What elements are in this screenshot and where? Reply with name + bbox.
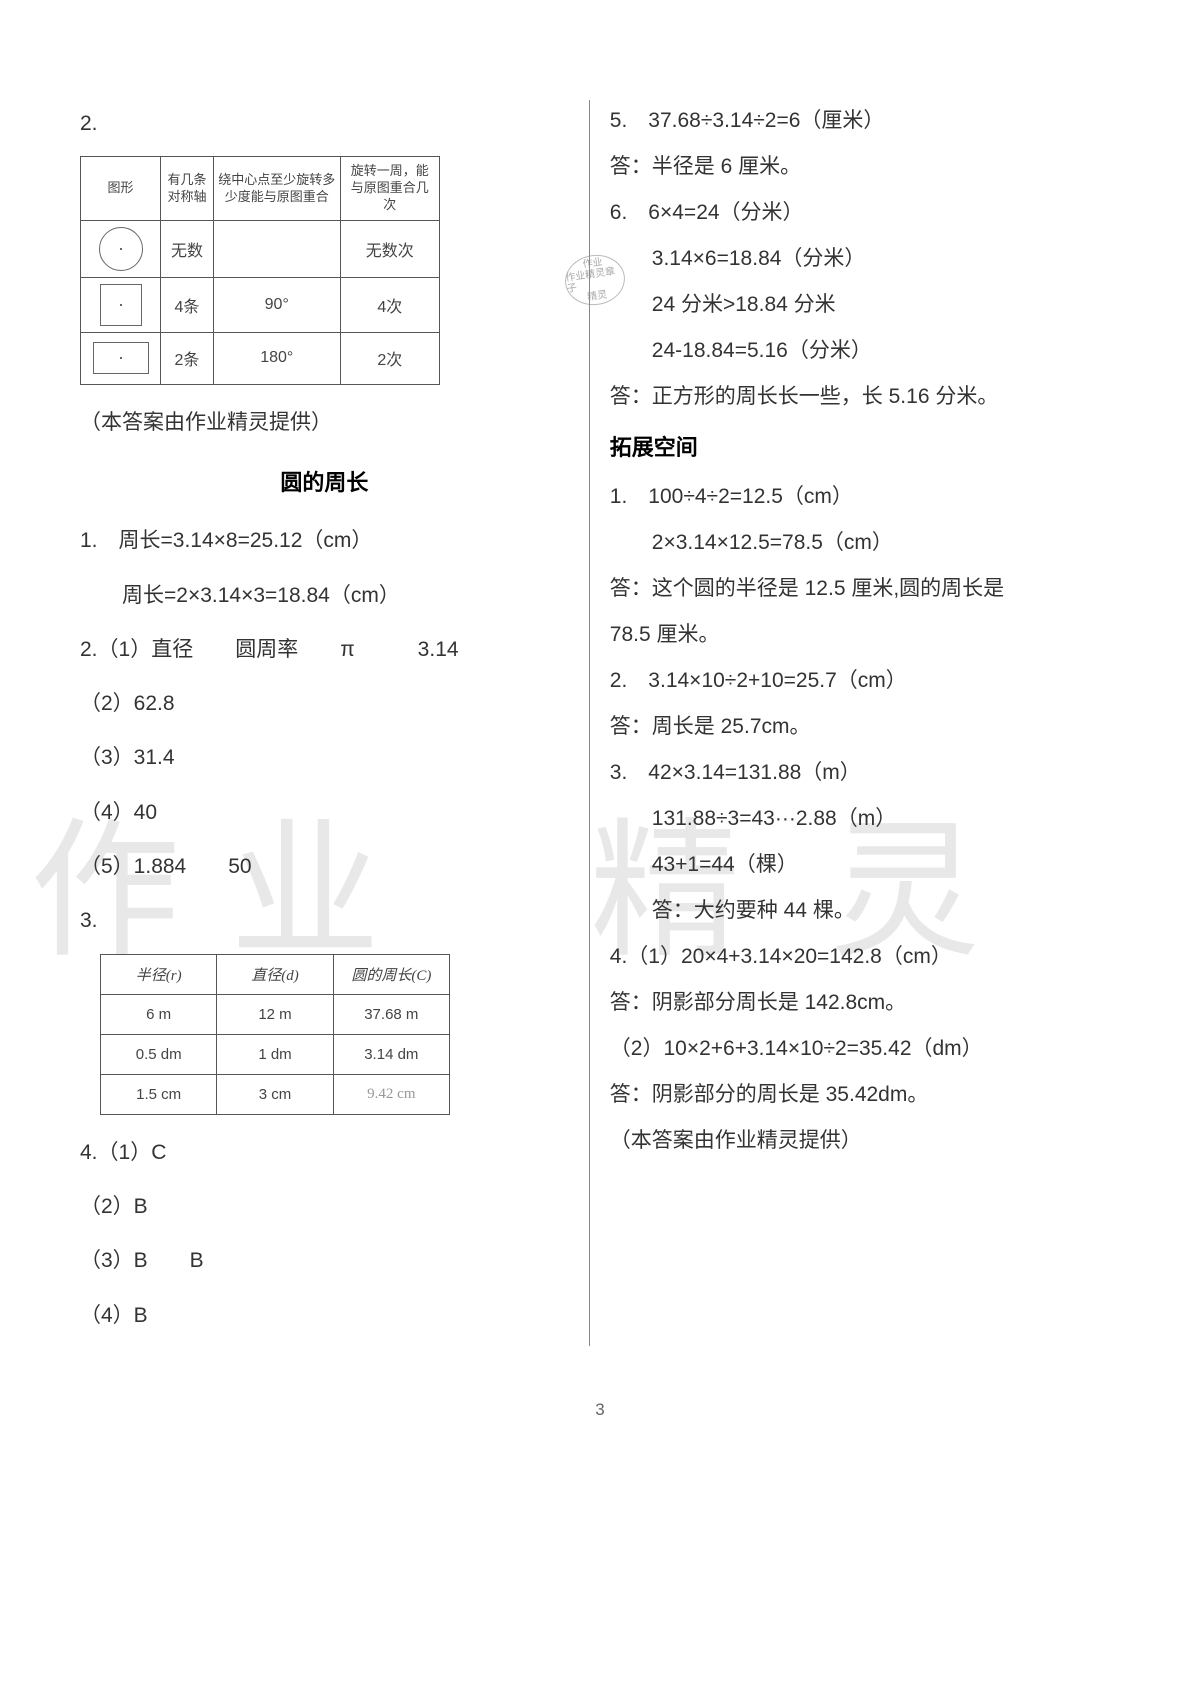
answer-text: 答：周长是 25.7cm。 [610,706,1140,748]
shape-cell [81,332,161,384]
left-column: 2. 图形 有几条对称轴 绕中心点至少旋转多少度能与原图重合 旋转一周，能与原图… [80,100,589,1346]
answer-line: 3. 42×3.14=131.88（m） [610,752,1140,794]
question-label: 3. [80,897,569,945]
answer-text: 答：这个圆的半径是 12.5 厘米,圆的周长是 [610,568,1140,610]
answer-text: 答：半径是 6 厘米。 [610,146,1140,188]
section-heading: 拓展空间 [610,430,1140,462]
answer-line: 6. 6×4=24（分米） [610,192,1140,234]
answer-line: （4）B [80,1292,569,1340]
question-label: 2. [80,100,569,148]
table-cell: 无数次 [340,220,439,277]
answer-line: 3.14×6=18.84（分米） [610,238,1140,280]
table-header: 有几条对称轴 [161,157,214,221]
shape-cell [81,277,161,332]
two-column-layout: 2. 图形 有几条对称轴 绕中心点至少旋转多少度能与原图重合 旋转一周，能与原图… [80,100,1140,1346]
answer-line: 43+1=44（棵） [610,844,1140,886]
answer-line: （2）B [80,1183,569,1231]
table-cell: 6 m [101,994,217,1034]
answer-line: 2×3.14×12.5=78.5（cm） [610,522,1140,564]
table-cell: 12 m [217,994,333,1034]
table-cell: 9.42 cm [333,1074,449,1114]
answer-text: 答：大约要种 44 棵。 [610,890,1140,932]
table-header: 绕中心点至少旋转多少度能与原图重合 [213,157,340,221]
table-cell [213,220,340,277]
answer-line: 5. 37.68÷3.14÷2=6（厘米） [610,100,1140,142]
symmetry-table: 图形 有几条对称轴 绕中心点至少旋转多少度能与原图重合 旋转一周，能与原图重合几… [80,156,440,385]
answer-line: （5）1.884 50 [80,843,569,891]
answer-line: 2.（1）直径 圆周率 π 3.14 [80,626,569,674]
section-heading: 圆的周长 [80,465,569,497]
table-header: 半径(r) [101,954,217,994]
rectangle-icon [93,342,149,374]
attribution-note: （本答案由作业精灵提供） [80,399,569,447]
right-column: 5. 37.68÷3.14÷2=6（厘米） 答：半径是 6 厘米。 6. 6×4… [589,100,1140,1346]
answer-text: 答：正方形的周长长一些，长 5.16 分米。 [610,376,1140,418]
table-cell: 1 dm [217,1034,333,1074]
answer-line: （4）40 [80,789,569,837]
answer-line: （2）62.8 [80,680,569,728]
answer-text: 答：阴影部分的周长是 35.42dm。 [610,1074,1140,1116]
answer-line: 24-18.84=5.16（分米） [610,330,1140,372]
table-cell: 3 cm [217,1074,333,1114]
square-icon [100,284,142,326]
answer-line: （3）B B [80,1237,569,1285]
table-cell: 2次 [340,332,439,384]
answer-line: 131.88÷3=43···2.88（m） [610,798,1140,840]
page-number: 3 [595,1400,604,1420]
table-cell: 无数 [161,220,214,277]
answer-line: （3）31.4 [80,734,569,782]
answer-line: 4.（1）C [80,1129,569,1177]
table-cell: 1.5 cm [101,1074,217,1114]
table-cell: 4条 [161,277,214,332]
answer-line: 4.（1）20×4+3.14×20=142.8（cm） [610,936,1140,978]
table-header: 直径(d) [217,954,333,994]
table-header: 图形 [81,157,161,221]
answer-line: 1. 100÷4÷2=12.5（cm） [610,476,1140,518]
table-cell: 2条 [161,332,214,384]
answer-line: 2. 3.14×10÷2+10=25.7（cm） [610,660,1140,702]
table-header: 旋转一周，能与原图重合几次 [340,157,439,221]
table-cell: 180° [213,332,340,384]
answer-line: 24 分米>18.84 分米 [610,284,1140,326]
answer-line: 1. 周长=3.14×8=25.12（cm） [80,517,569,565]
table-cell: 3.14 dm [333,1034,449,1074]
table-cell: 0.5 dm [101,1034,217,1074]
shape-cell [81,220,161,277]
answer-text: 答：阴影部分周长是 142.8cm。 [610,982,1140,1024]
table-header: 圆的周长(C) [333,954,449,994]
answer-line: （2）10×2+6+3.14×10÷2=35.42（dm） [610,1028,1140,1070]
answer-text: 78.5 厘米。 [610,614,1140,656]
table-cell: 90° [213,277,340,332]
table-cell: 37.68 m [333,994,449,1034]
answer-line: 周长=2×3.14×3=18.84（cm） [80,572,569,620]
table-cell: 4次 [340,277,439,332]
attribution-note: （本答案由作业精灵提供） [610,1120,1140,1162]
radius-diameter-table: 半径(r) 直径(d) 圆的周长(C) 6 m 12 m 37.68 m 0.5… [100,954,450,1115]
circle-icon [99,227,143,271]
